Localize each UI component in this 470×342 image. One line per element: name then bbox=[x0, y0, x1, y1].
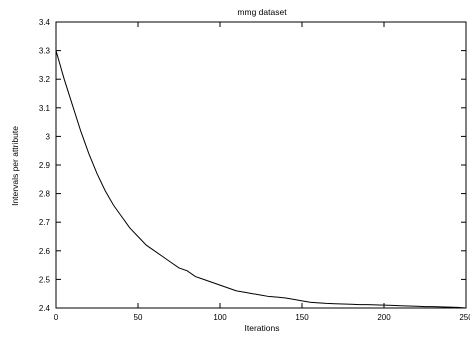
y-tick-label: 3.4 bbox=[39, 18, 51, 27]
series-line-0 bbox=[56, 51, 466, 308]
chart-title: mmg dataset bbox=[237, 7, 287, 17]
x-tick-label: 250 bbox=[459, 313, 470, 322]
y-tick-label: 2.6 bbox=[39, 247, 51, 256]
y-tick-label: 3 bbox=[46, 132, 51, 141]
y-tick-label: 2.8 bbox=[39, 190, 51, 199]
y-tick-label: 2.7 bbox=[39, 218, 51, 227]
y-tick-label: 2.4 bbox=[39, 304, 51, 313]
plot-frame bbox=[56, 22, 466, 308]
x-tick-label: 100 bbox=[213, 313, 227, 322]
y-tick-label: 3.2 bbox=[39, 75, 51, 84]
y-axis: 2.4 2.5 2.6 2.7 2.8 2.9 3 3.1 3.2 3.3 3.4 bbox=[39, 18, 466, 313]
series-layer bbox=[56, 51, 466, 308]
x-tick-label: 0 bbox=[54, 313, 59, 322]
x-axis-title: Iterations bbox=[245, 323, 280, 333]
x-tick-label: 200 bbox=[377, 313, 391, 322]
x-tick-label: 150 bbox=[295, 313, 309, 322]
y-tick-label: 2.5 bbox=[39, 275, 51, 284]
y-tick-label: 2.9 bbox=[39, 161, 51, 170]
x-axis: 0 50 100 150 200 250 bbox=[54, 22, 470, 322]
plot-border bbox=[56, 22, 466, 308]
x-tick-label: 50 bbox=[134, 313, 143, 322]
y-tick-label: 3.1 bbox=[39, 104, 51, 113]
y-axis-title: Intervals per attribute bbox=[10, 126, 20, 206]
y-tick-label: 3.3 bbox=[39, 47, 51, 56]
